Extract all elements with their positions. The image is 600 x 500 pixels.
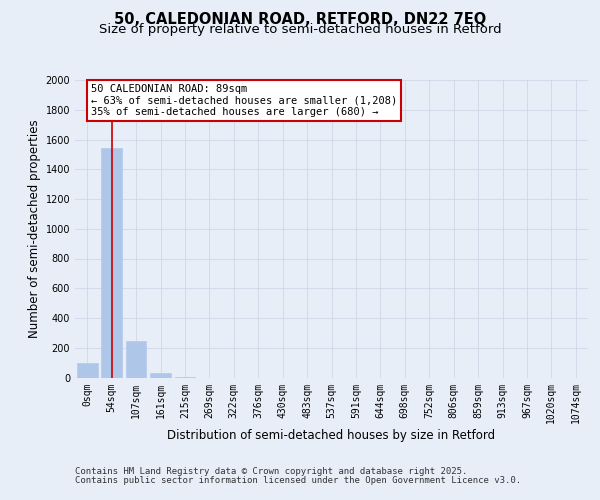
Text: Size of property relative to semi-detached houses in Retford: Size of property relative to semi-detach…: [98, 22, 502, 36]
Bar: [150, 372, 171, 378]
Bar: [125, 340, 146, 378]
Bar: [77, 364, 98, 378]
X-axis label: Distribution of semi-detached houses by size in Retford: Distribution of semi-detached houses by …: [167, 429, 496, 442]
Text: Contains public sector information licensed under the Open Government Licence v3: Contains public sector information licen…: [75, 476, 521, 485]
Text: Contains HM Land Registry data © Crown copyright and database right 2025.: Contains HM Land Registry data © Crown c…: [75, 467, 467, 476]
Text: 50, CALEDONIAN ROAD, RETFORD, DN22 7EQ: 50, CALEDONIAN ROAD, RETFORD, DN22 7EQ: [114, 12, 486, 28]
Text: 50 CALEDONIAN ROAD: 89sqm
← 63% of semi-detached houses are smaller (1,208)
35% : 50 CALEDONIAN ROAD: 89sqm ← 63% of semi-…: [91, 84, 397, 117]
Bar: [101, 148, 122, 378]
Y-axis label: Number of semi-detached properties: Number of semi-detached properties: [28, 120, 41, 338]
